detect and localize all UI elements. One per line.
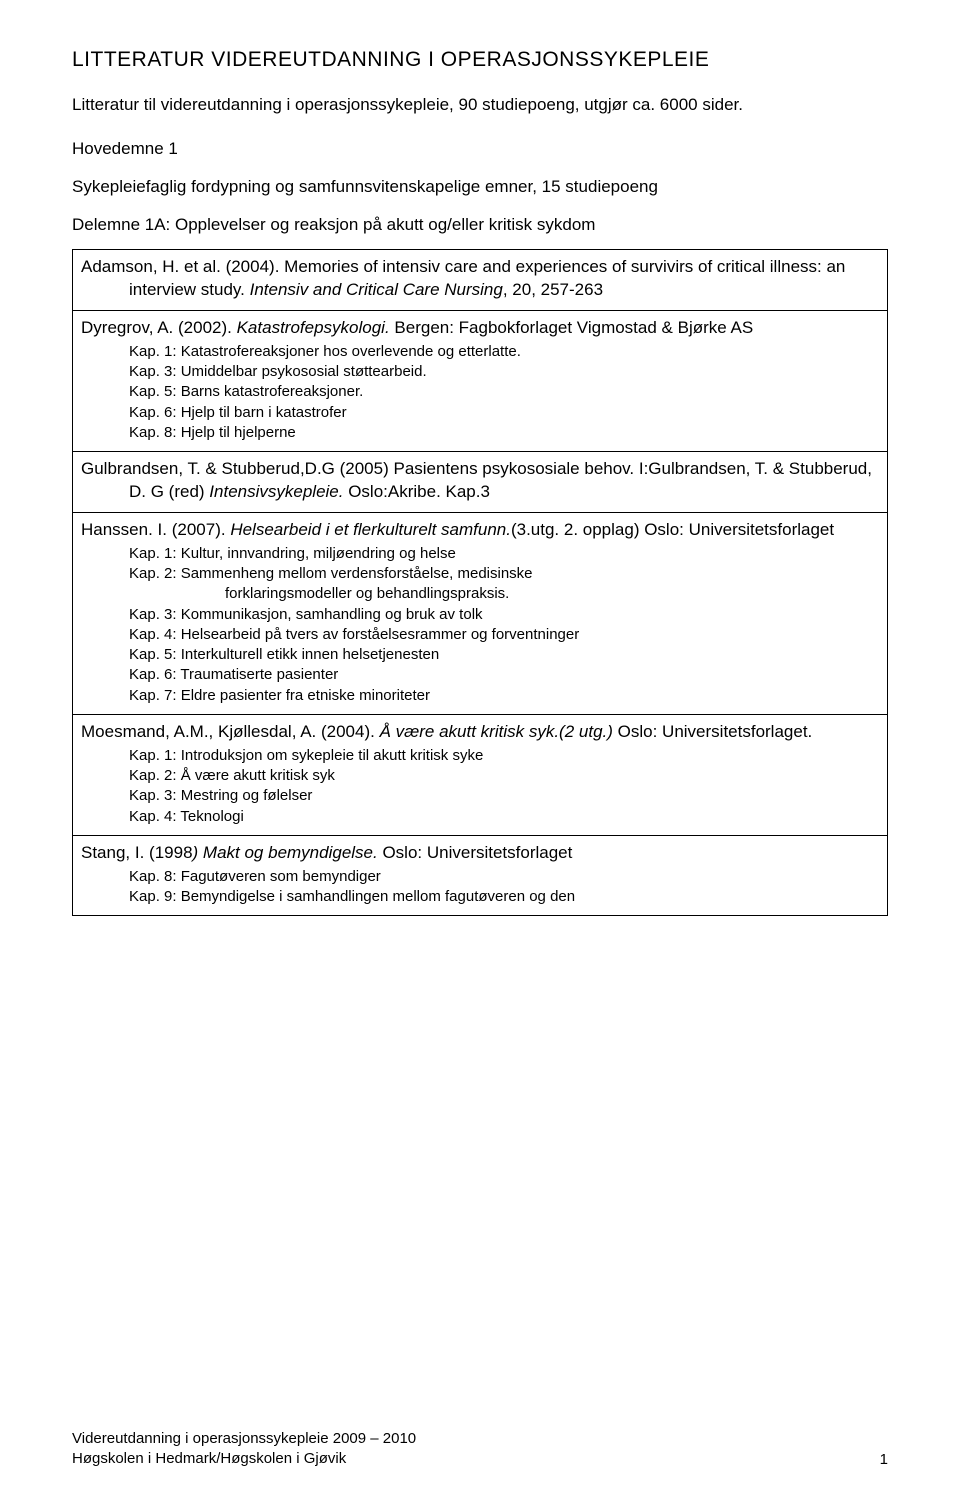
reference-pre: Moesmand, A.M., Kjøllesdal, A. (2004). — [81, 722, 380, 741]
chapter-line: Kap. 5: Interkulturell etikk innen helse… — [129, 645, 879, 665]
chapter-list: Kap. 8: Fagutøveren som bemyndigerKap. 9… — [81, 867, 879, 908]
hovedemne-heading: Hovedemne 1 — [72, 139, 888, 159]
table-row: Hanssen. I. (2007). Helsearbeid i et fle… — [73, 512, 888, 714]
reference-pre: Stang, I. (1998 — [81, 843, 193, 862]
reference-post: , 20, 257-263 — [503, 280, 603, 299]
chapter-line: Kap. 8: Hjelp til hjelperne — [129, 423, 879, 443]
chapter-line: Kap. 6: Hjelp til barn i katastrofer — [129, 403, 879, 423]
table-row: Moesmand, A.M., Kjøllesdal, A. (2004). Å… — [73, 714, 888, 835]
reference-italic: Å være akutt kritisk syk.(2 utg.) — [380, 722, 613, 741]
page-footer: Videreutdanning i operasjonssykepleie 20… — [72, 1429, 888, 1468]
section-lead: Sykepleiefaglig fordypning og samfunnsvi… — [72, 177, 888, 197]
chapter-line: Kap. 6: Traumatiserte pasienter — [129, 665, 879, 685]
chapter-line: forklaringsmodeller og behandlingspraksi… — [129, 584, 879, 604]
delemne-heading: Delemne 1A: Opplevelser og reaksjon på a… — [72, 215, 888, 235]
reference-italic: Intensiv and Critical Care Nursing — [250, 280, 503, 299]
reference-post: Oslo: Universitetsforlaget — [378, 843, 573, 862]
reference-post: (3.utg. 2. opplag) Oslo: Universitetsfor… — [511, 520, 834, 539]
chapter-line: Kap. 3: Kommunikasjon, samhandling og br… — [129, 605, 879, 625]
literature-cell: Moesmand, A.M., Kjøllesdal, A. (2004). Å… — [73, 714, 888, 835]
literature-cell: Adamson, H. et al. (2004). Memories of i… — [73, 249, 888, 310]
reference-italic: Helsearbeid i et flerkulturelt samfunn. — [230, 520, 511, 539]
literature-cell: Gulbrandsen, T. & Stubberud,D.G (2005) P… — [73, 452, 888, 513]
table-row: Adamson, H. et al. (2004). Memories of i… — [73, 249, 888, 310]
intro-paragraph: Litteratur til videreutdanning i operasj… — [72, 94, 888, 117]
footer-left: Videreutdanning i operasjonssykepleie 20… — [72, 1429, 416, 1468]
reference-text: Dyregrov, A. (2002). Katastrofepsykologi… — [81, 317, 879, 340]
footer-page-number: 1 — [880, 1451, 888, 1468]
chapter-list: Kap. 1: Kultur, innvandring, miljøendrin… — [81, 544, 879, 706]
reference-text: Moesmand, A.M., Kjøllesdal, A. (2004). Å… — [81, 721, 879, 744]
table-row: Gulbrandsen, T. & Stubberud,D.G (2005) P… — [73, 452, 888, 513]
literature-cell: Dyregrov, A. (2002). Katastrofepsykologi… — [73, 310, 888, 451]
reference-text: Gulbrandsen, T. & Stubberud,D.G (2005) P… — [81, 458, 879, 504]
literature-table: Adamson, H. et al. (2004). Memories of i… — [72, 249, 888, 916]
literature-cell: Stang, I. (1998) Makt og bemyndigelse. O… — [73, 835, 888, 915]
literature-cell: Hanssen. I. (2007). Helsearbeid i et fle… — [73, 512, 888, 714]
reference-text: Hanssen. I. (2007). Helsearbeid i et fle… — [81, 519, 879, 542]
chapter-line: Kap. 1: Katastrofereaksjoner hos overlev… — [129, 342, 879, 362]
document-title: LITTERATUR VIDEREUTDANNING I OPERASJONSS… — [72, 48, 888, 72]
chapter-line: Kap. 1: Introduksjon om sykepleie til ak… — [129, 746, 879, 766]
chapter-line: Kap. 8: Fagutøveren som bemyndiger — [129, 867, 879, 887]
reference-text: Stang, I. (1998) Makt og bemyndigelse. O… — [81, 842, 879, 865]
footer-line-2: Høgskolen i Hedmark/Høgskolen i Gjøvik — [72, 1449, 416, 1469]
reference-post: Oslo: Universitetsforlaget. — [613, 722, 812, 741]
chapter-line: Kap. 3: Umiddelbar psykososial støttearb… — [129, 362, 879, 382]
chapter-list: Kap. 1: Introduksjon om sykepleie til ak… — [81, 746, 879, 827]
footer-line-1: Videreutdanning i operasjonssykepleie 20… — [72, 1429, 416, 1449]
chapter-line: Kap. 4: Teknologi — [129, 807, 879, 827]
chapter-list: Kap. 1: Katastrofereaksjoner hos overlev… — [81, 342, 879, 443]
table-row: Dyregrov, A. (2002). Katastrofepsykologi… — [73, 310, 888, 451]
reference-text: Adamson, H. et al. (2004). Memories of i… — [81, 256, 879, 302]
chapter-line: Kap. 7: Eldre pasienter fra etniske mino… — [129, 686, 879, 706]
reference-post: Bergen: Fagbokforlaget Vigmostad & Bjørk… — [390, 318, 754, 337]
reference-italic: ) Makt og bemyndigelse. — [193, 843, 378, 862]
chapter-line: Kap. 5: Barns katastrofereaksjoner. — [129, 382, 879, 402]
reference-post: Oslo:Akribe. Kap.3 — [343, 482, 489, 501]
reference-pre: Hanssen. I. (2007). — [81, 520, 230, 539]
table-row: Stang, I. (1998) Makt og bemyndigelse. O… — [73, 835, 888, 915]
chapter-line: Kap. 3: Mestring og følelser — [129, 786, 879, 806]
chapter-line: Kap. 4: Helsearbeid på tvers av forståel… — [129, 625, 879, 645]
chapter-line: Kap. 1: Kultur, innvandring, miljøendrin… — [129, 544, 879, 564]
document-page: LITTERATUR VIDEREUTDANNING I OPERASJONSS… — [0, 0, 960, 1504]
reference-italic: Katastrofepsykologi. — [237, 318, 390, 337]
chapter-line: Kap. 2: Å være akutt kritisk syk — [129, 766, 879, 786]
chapter-line: Kap. 9: Bemyndigelse i samhandlingen mel… — [129, 887, 879, 907]
reference-pre: Dyregrov, A. (2002). — [81, 318, 237, 337]
reference-italic: Intensivsykepleie. — [209, 482, 343, 501]
chapter-line: Kap. 2: Sammenheng mellom verdensforståe… — [129, 564, 879, 584]
